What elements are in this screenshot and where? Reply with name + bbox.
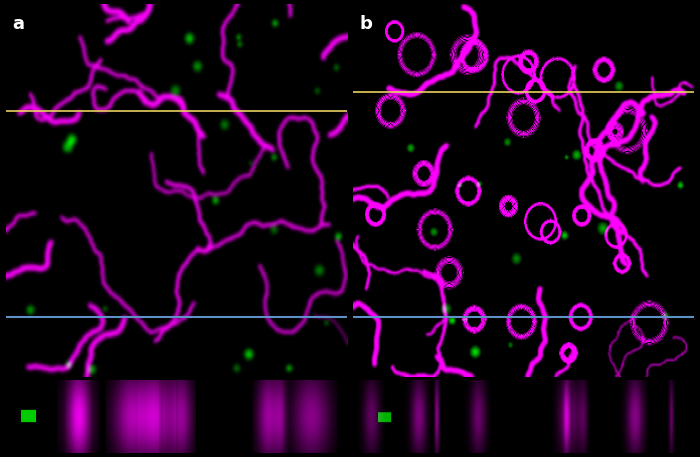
Text: a: a [13,15,25,33]
Text: b: b [360,15,372,33]
